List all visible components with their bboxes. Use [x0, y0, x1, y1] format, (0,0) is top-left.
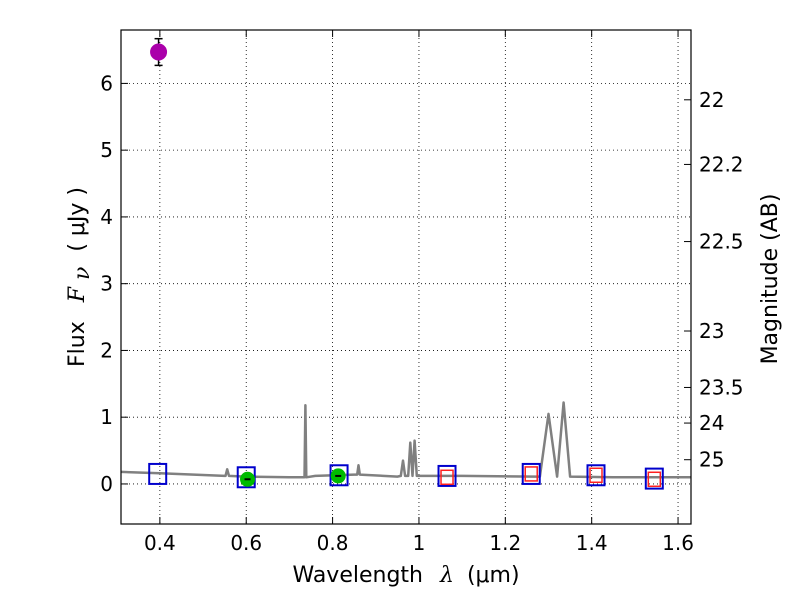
x-tick-label: 0.6 [230, 531, 262, 555]
series-layer [120, 37, 691, 490]
x-axis-label: Wavelength λ (μm) [292, 563, 519, 588]
model-photometry-square [644, 467, 664, 490]
y2-axis-label: Magnitude (AB) [758, 194, 783, 365]
plot-frame [120, 29, 692, 525]
x-tick-label: 1 [413, 531, 426, 555]
model-photometry-square [329, 464, 349, 487]
x-tick-label: 1.6 [662, 531, 694, 555]
observed-photometry-square [524, 466, 538, 482]
y-tick-label: 6 [100, 71, 113, 95]
y-axis-label-prefix: Flux [65, 321, 90, 367]
y-tick-label: 2 [100, 338, 113, 362]
y-tick-label: 4 [100, 205, 113, 229]
mag-tick-label: 24 [699, 411, 724, 435]
grid-layer [121, 30, 691, 524]
mag-tick-label: 22 [699, 88, 724, 112]
observed-photometry-square [440, 469, 454, 486]
mag-tick-label: 22.2 [699, 152, 744, 176]
x-tick-label: 0.8 [317, 531, 349, 555]
mag-tick-label: 25 [699, 448, 724, 472]
x-axis-label-prefix: Wavelength [292, 563, 423, 588]
tick-layer: 0.4 0.6 0.8 1 1.2 1.4 1.601234562222.222.52323… [100, 30, 744, 555]
model-photometry-square [586, 464, 606, 487]
observed-photometry-square [647, 471, 662, 488]
mag-tick-label: 23 [699, 319, 724, 343]
model-photometry-square [521, 462, 541, 485]
x-tick-label: 1.2 [489, 531, 521, 555]
model-photometry-square [148, 462, 168, 485]
y-axis-label-subscript: ν [70, 267, 95, 280]
outlier-point [150, 43, 168, 61]
x-tick-label: 0.4 [144, 531, 176, 555]
y-axis-label-unit: ( μJy ) [65, 187, 90, 252]
y-tick-label: 0 [100, 472, 113, 496]
y-tick-label: 3 [100, 272, 113, 296]
model-photometry-square [437, 464, 457, 487]
x-axis-label-unit: (μm) [467, 563, 520, 588]
mag-tick-label: 23.5 [699, 375, 744, 399]
y-tick-label: 5 [100, 138, 113, 162]
x-tick-label: 1.4 [576, 531, 608, 555]
y-axis-label-symbol: F [65, 286, 90, 303]
observed-photometry-square [589, 467, 603, 484]
x-axis-label-symbol: λ [439, 563, 454, 588]
y-tick-label: 1 [100, 405, 113, 429]
mag-tick-label: 22.5 [699, 230, 744, 254]
y-axis-label: Flux F ν ( μJy ) [65, 187, 95, 367]
